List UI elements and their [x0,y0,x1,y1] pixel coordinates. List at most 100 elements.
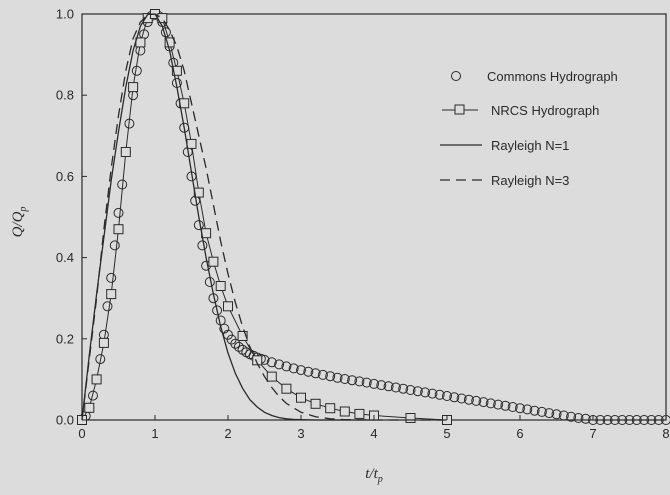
point-commons-hydrograph-71 [412,386,423,397]
point-commons-hydrograph-91 [558,410,569,421]
point-commons-hydrograph-72 [420,387,431,398]
point-commons-hydrograph-54 [288,363,299,374]
y-tick-label-5: 1.0 [56,7,74,22]
point-nrcs-hydrograph-1 [84,402,95,413]
point-nrcs-hydrograph-24 [281,383,292,394]
point-nrcs-hydrograph-20 [223,301,233,312]
point-nrcs-hydrograph-6 [120,147,131,157]
point-commons-hydrograph-60 [332,372,343,383]
x-tick-label-3: 3 [297,426,304,441]
point-commons-hydrograph-33 [197,240,208,251]
point-commons-hydrograph-92 [566,411,577,422]
point-nrcs-hydrograph-15 [186,138,197,149]
point-commons-hydrograph-15 [131,65,142,76]
x-tick-label-2: 2 [224,426,231,441]
point-nrcs-hydrograph-12 [164,37,175,48]
point-commons-hydrograph-43 [233,341,244,352]
point-nrcs-hydrograph-8 [135,37,146,48]
point-commons-hydrograph-100 [624,415,635,425]
point-nrcs-hydrograph-19 [215,281,226,291]
point-nrcs-hydrograph-2 [91,374,102,385]
point-commons-hydrograph-61 [339,374,350,384]
legend-marker-commons [451,71,461,81]
point-commons-hydrograph-99 [617,415,628,425]
point-commons-hydrograph-64 [361,377,372,388]
point-nrcs-hydrograph-25 [296,392,306,403]
point-commons-hydrograph-66 [376,380,387,391]
series-line-rayleigh-n-1 [81,13,374,421]
point-commons-hydrograph-79 [471,395,482,406]
point-commons-hydrograph-53 [281,361,292,372]
point-commons-hydrograph-96 [595,415,606,425]
point-commons-hydrograph-102 [639,415,650,425]
point-commons-hydrograph-85 [515,403,525,414]
ticks-layer: 0 1 2 3 4 5 6 7 8 0.0 0.2 0.4 0.6 0.8 1.0 [56,7,670,442]
point-nrcs-hydrograph-18 [208,256,219,267]
point-commons-hydrograph-7 [102,301,113,312]
point-commons-hydrograph-57 [310,368,321,379]
point-commons-hydrograph-52 [274,359,285,370]
point-commons-hydrograph-104 [653,415,664,425]
point-commons-hydrograph-81 [485,398,496,409]
point-nrcs-hydrograph-27 [325,403,336,414]
x-tick-label-5: 5 [443,426,450,441]
legend-label-nrcs: NRCS Hydrograph [491,103,599,118]
point-commons-hydrograph-86 [522,404,533,415]
point-commons-hydrograph-68 [390,382,401,393]
point-commons-hydrograph-98 [609,415,620,425]
point-commons-hydrograph-93 [573,413,584,423]
point-commons-hydrograph-65 [369,378,379,389]
point-commons-hydrograph-10 [113,207,124,218]
point-commons-hydrograph-78 [463,394,474,405]
point-nrcs-hydrograph-22 [252,355,263,366]
point-commons-hydrograph-42 [230,338,241,349]
point-nrcs-hydrograph-4 [106,289,117,300]
point-commons-hydrograph-94 [580,413,591,424]
point-commons-hydrograph-3 [88,390,98,401]
point-commons-hydrograph-103 [646,415,657,425]
point-nrcs-hydrograph-7 [128,82,139,93]
point-commons-hydrograph-6 [98,329,109,340]
legend: Commons Hydrograph NRCS Hydrograph Rayle… [440,69,618,188]
point-commons-hydrograph-87 [529,405,540,416]
point-commons-hydrograph-89 [544,408,555,419]
x-tick-label-0: 0 [78,426,85,441]
point-nrcs-hydrograph-5 [113,224,124,235]
point-commons-hydrograph-69 [398,383,409,394]
point-commons-hydrograph-67 [383,381,394,392]
point-commons-hydrograph-73 [427,388,438,399]
legend-label-commons: Commons Hydrograph [487,69,618,84]
x-tick-label-7: 7 [589,426,596,441]
point-commons-hydrograph-90 [551,409,562,420]
point-commons-hydrograph-62 [347,375,358,386]
y-tick-label-2: 0.4 [56,250,74,265]
point-commons-hydrograph-101 [631,415,642,425]
point-nrcs-hydrograph-29 [354,408,365,419]
point-commons-hydrograph-70 [405,385,416,395]
point-commons-hydrograph-84 [507,402,518,412]
y-tick-label-3: 0.6 [56,169,74,184]
series-nrcs-hydrograph [77,9,452,425]
point-commons-hydrograph-39 [219,323,230,334]
x-axis-title: t/tp [365,466,383,485]
point-nrcs-hydrograph-31 [405,413,416,423]
legend-label-rayleigh-n1: Rayleigh N=1 [491,138,569,153]
point-commons-hydrograph-82 [493,399,504,410]
point-nrcs-hydrograph-14 [179,98,190,109]
x-tick-label-4: 4 [370,426,377,441]
point-commons-hydrograph-5 [95,354,106,365]
point-nrcs-hydrograph-3 [98,337,109,348]
point-nrcs-hydrograph-23 [266,371,277,382]
point-commons-hydrograph-8 [106,272,117,283]
series-commons-hydrograph [77,9,670,425]
x-tick-label-1: 1 [151,426,158,441]
point-commons-hydrograph-74 [434,389,445,400]
y-axis-title: Q/Qp [10,207,29,238]
point-commons-hydrograph-88 [536,406,547,417]
point-commons-hydrograph-9 [109,240,120,251]
series-rayleigh-n-1 [81,13,374,421]
point-nrcs-hydrograph-13 [171,65,182,76]
point-commons-hydrograph-55 [296,365,306,376]
point-commons-hydrograph-63 [354,376,365,387]
